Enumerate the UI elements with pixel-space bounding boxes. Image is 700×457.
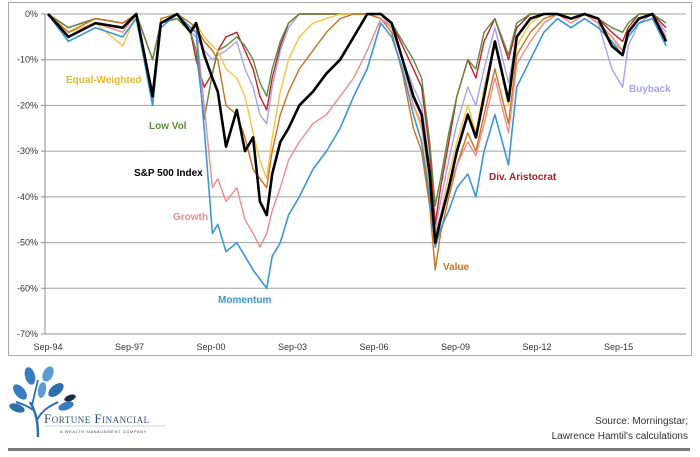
chart-frame [8,2,692,356]
series-line-momentum [47,13,667,290]
source-note: Source: Morningstar; Lawrence Hamtil's c… [552,414,688,444]
y-axis-ticks: 0% -10% -20% -30% -40% -50% -60% -70% [17,9,45,339]
source-line-2: Lawrence Hamtil's calculations [551,431,688,442]
series-line-growth [47,13,667,248]
x-tick-label: Sep-94 [33,342,62,352]
series-line-value [47,13,667,271]
x-tick-label: Sep-15 [604,342,633,352]
x-tick-label: Sep-12 [523,342,552,352]
label-equal-weighted: Equal-Weighted [66,75,141,86]
label-value: Value [443,262,470,273]
brand-tagline: A WEALTH MANAGEMENT COMPANY [60,429,147,434]
fortune-financial-logo [9,366,166,438]
y-tick-label: -30% [17,146,38,156]
x-tick-label: Sep-06 [360,342,389,352]
y-tick-label: -70% [17,329,38,339]
y-tick-label: -20% [17,100,38,110]
series-line-equal-weighted [47,13,667,239]
x-axis-ticks: Sep-94 Sep-97 Sep-00 Sep-03 Sep-06 Sep-09 Sep-… [33,342,633,352]
footer-divider [8,448,690,451]
y-tick-label: 0% [25,9,38,19]
y-tick-label: -60% [17,283,38,293]
series-lines [47,12,668,290]
x-tick-label: Sep-00 [197,342,226,352]
source-line-1: Source: Morningstar; [595,416,688,427]
x-tick-label: Sep-09 [441,342,470,352]
label-momentum: Momentum [218,295,271,306]
y-tick-label: -50% [17,238,38,248]
drawdown-chart: 0%-10%-20%-30%-40%-50%-60%-70% Sep-94 Sep… [17,9,686,352]
y-tick-label: -40% [17,192,38,202]
tree-icon [9,366,76,438]
label-low-vol: Low Vol [149,121,187,132]
y-tick-label: -10% [17,55,38,65]
label-div-aristocrat: Div. Aristocrat [489,172,557,183]
label-buyback: Buyback [629,84,671,95]
brand-name: Fortune Financial [44,411,150,426]
series-line-s-p-500-index [47,12,668,244]
x-tick-label: Sep-03 [278,342,307,352]
x-tick-label: Sep-97 [115,342,144,352]
label-sp500-index: S&P 500 Index [134,168,203,179]
label-growth: Growth [173,212,208,223]
